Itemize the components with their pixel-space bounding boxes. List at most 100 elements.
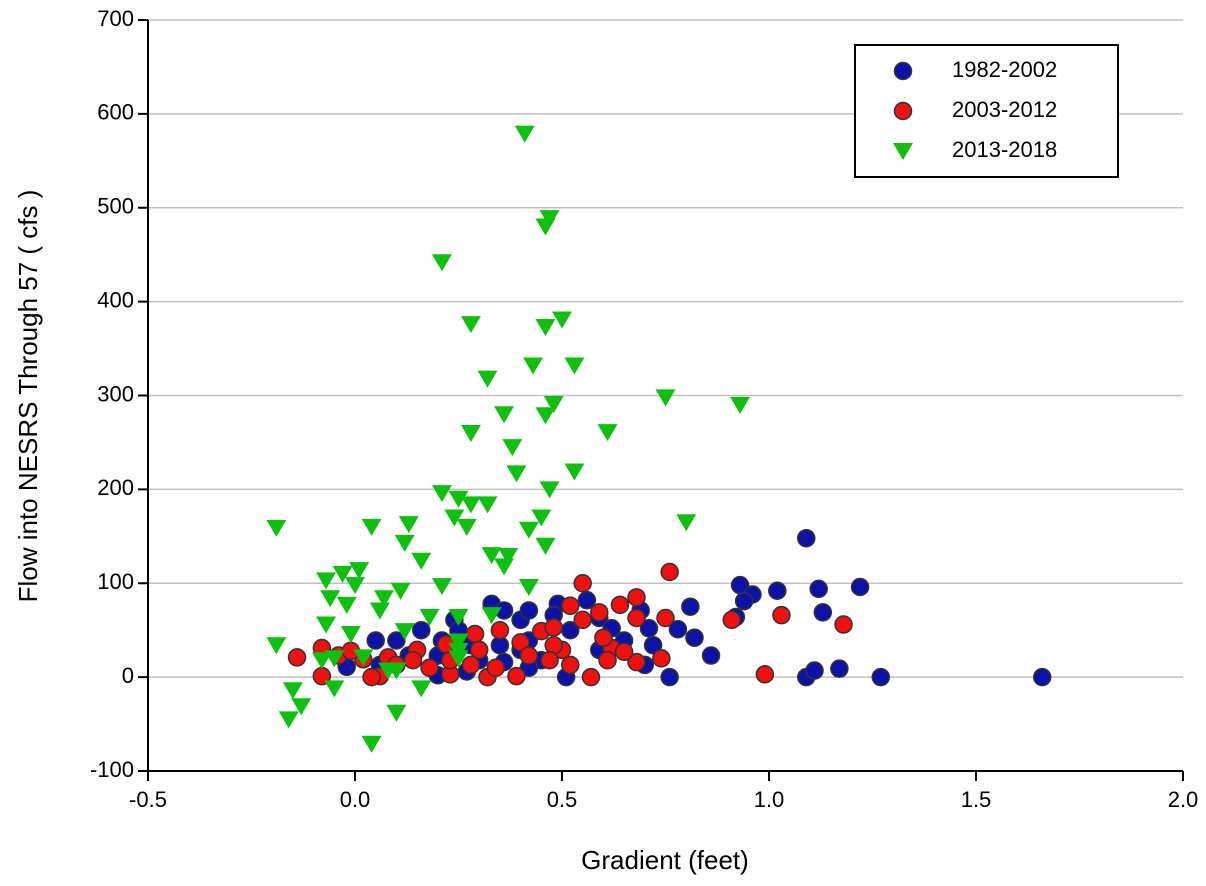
point	[590, 603, 609, 622]
point	[535, 318, 556, 336]
point	[722, 610, 741, 630]
point	[324, 680, 345, 698]
point	[655, 389, 676, 407]
legend-marker	[893, 101, 913, 121]
point	[519, 646, 539, 665]
point	[353, 649, 374, 667]
x-axis-title: Gradient (feet)	[581, 845, 749, 875]
point	[519, 601, 539, 620]
point	[386, 704, 407, 722]
point	[643, 635, 663, 655]
point	[411, 620, 431, 640]
y-tick-label: 700	[97, 6, 134, 31]
point	[610, 595, 630, 615]
legend-label: 1982-2002	[952, 57, 1057, 82]
point	[486, 658, 506, 677]
point	[387, 631, 406, 650]
point	[577, 590, 597, 610]
point	[540, 650, 559, 670]
x-tick-label: 0.5	[547, 787, 578, 812]
point	[581, 667, 601, 687]
point	[531, 509, 552, 527]
point	[627, 652, 646, 672]
point	[597, 424, 618, 442]
point	[320, 590, 341, 608]
point	[834, 615, 853, 634]
point	[448, 633, 469, 651]
point	[431, 254, 452, 272]
point	[594, 628, 613, 647]
point	[871, 667, 891, 687]
point	[448, 650, 469, 668]
legend-label: 2013-2018	[952, 137, 1057, 162]
point	[332, 565, 353, 583]
point	[448, 490, 469, 508]
point	[614, 642, 634, 662]
point	[369, 602, 390, 620]
y-tick-label: 200	[97, 475, 134, 500]
legend-marker	[893, 143, 913, 160]
point	[498, 548, 519, 566]
point	[730, 396, 751, 414]
point	[291, 698, 312, 716]
x-tick-label: 1.5	[961, 787, 992, 812]
point	[431, 578, 452, 596]
point	[324, 650, 345, 668]
y-axis-title: Flow into NESRS Through 57 ( cfs )	[13, 190, 43, 603]
point	[366, 631, 385, 650]
point	[652, 649, 671, 668]
point	[411, 680, 432, 698]
point	[561, 655, 580, 675]
y-tick-label: 600	[97, 100, 134, 125]
point	[805, 661, 824, 680]
point	[627, 608, 646, 628]
legend-label: 2003-2012	[952, 97, 1057, 122]
point	[420, 658, 439, 677]
point	[361, 518, 382, 536]
point	[444, 509, 465, 527]
point	[282, 682, 303, 700]
x-tick-label: 0.0	[340, 787, 371, 812]
point	[506, 465, 527, 483]
point	[316, 616, 337, 634]
point	[685, 628, 704, 647]
point	[345, 577, 365, 595]
point	[514, 125, 535, 143]
point	[490, 620, 510, 640]
point	[564, 463, 585, 481]
point	[394, 534, 415, 552]
point	[544, 618, 563, 637]
point	[494, 406, 515, 424]
point	[768, 581, 787, 601]
point	[523, 357, 544, 375]
point	[398, 516, 419, 534]
point	[311, 652, 332, 670]
point	[660, 667, 679, 687]
point	[598, 650, 617, 670]
point	[772, 605, 791, 625]
y-tick-label: 300	[97, 381, 134, 406]
point	[535, 218, 556, 236]
point	[797, 528, 816, 548]
point	[701, 646, 721, 665]
point	[386, 662, 407, 680]
point	[502, 439, 523, 457]
point	[656, 608, 675, 628]
point	[627, 588, 646, 607]
point	[469, 640, 489, 660]
point	[668, 619, 688, 639]
point	[373, 590, 394, 608]
point	[460, 316, 481, 334]
point	[573, 574, 592, 593]
point	[394, 623, 415, 641]
point	[809, 579, 828, 599]
point	[316, 572, 337, 590]
point	[461, 655, 481, 675]
point	[543, 395, 564, 413]
point	[477, 370, 498, 388]
point	[681, 597, 700, 616]
point	[1032, 667, 1052, 687]
point	[266, 519, 287, 537]
point	[561, 596, 580, 616]
point	[830, 659, 849, 678]
